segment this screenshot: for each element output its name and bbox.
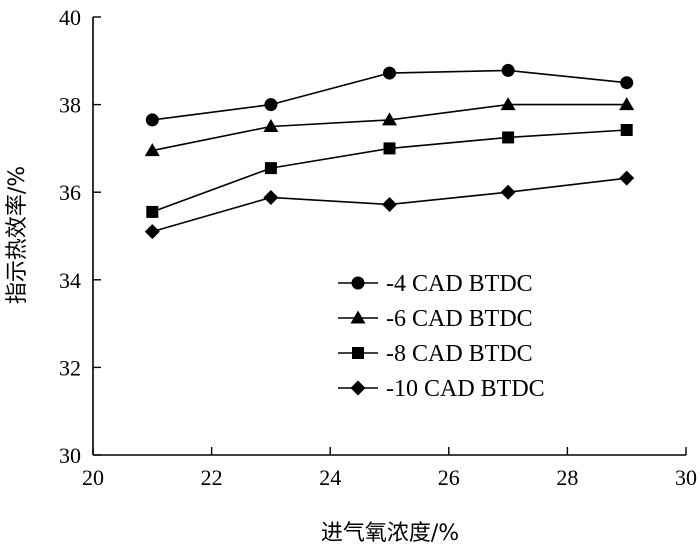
data-point-diamond (619, 170, 635, 186)
series-3 (146, 124, 633, 218)
x-tick-label: 28 (556, 465, 578, 490)
legend-label: -4 CAD BTDC (386, 271, 533, 297)
data-point-square (502, 131, 515, 144)
series-group (144, 63, 635, 240)
data-point-triangle (382, 112, 397, 126)
x-tick-label: 26 (438, 465, 460, 490)
series-4 (144, 170, 635, 240)
series-1 (145, 63, 634, 127)
y-tick-label: 32 (59, 355, 81, 380)
data-point-circle (501, 63, 515, 77)
y-tick-label: 36 (59, 180, 81, 205)
y-axis-ticks: 30 32 34 36 38 40 (59, 5, 101, 468)
axes (92, 17, 686, 456)
y-tick-label: 40 (59, 5, 81, 30)
data-point-triangle (144, 143, 160, 157)
x-axis-ticks: 20 22 24 26 28 30 (82, 447, 697, 490)
legend-marker-triangle (350, 310, 366, 324)
data-point-diamond (144, 224, 160, 240)
data-point-triangle (263, 119, 279, 132)
x-tick-label: 22 (201, 465, 223, 490)
legend-entry-2: -6 CAD BTDC (338, 306, 533, 332)
data-point-circle (383, 66, 396, 80)
data-point-square (620, 124, 633, 137)
legend-entry-1: -4 CAD BTDC (338, 271, 533, 297)
legend: -4 CAD BTDC -6 CAD BTDC -8 CAD BTDC -10 CAD… (338, 271, 545, 402)
legend-label: -8 CAD BTDC (386, 341, 533, 367)
data-point-diamond (382, 196, 397, 212)
x-axis-title: 进气氧浓度/% (321, 521, 459, 546)
data-point-square (146, 205, 159, 218)
legend-entry-4: -10 CAD BTDC (338, 376, 545, 402)
data-point-diamond (263, 189, 279, 205)
data-point-circle (264, 98, 278, 112)
legend-entry-3: -8 CAD BTDC (338, 341, 533, 367)
y-axis-title: 指示热效率/% (5, 166, 30, 304)
y-tick-label: 38 (59, 93, 81, 118)
legend-label: -10 CAD BTDC (386, 376, 545, 402)
y-tick-label: 30 (59, 443, 81, 468)
x-tick-label: 30 (675, 465, 697, 490)
legend-marker-square (352, 347, 364, 359)
legend-label: -6 CAD BTDC (386, 306, 533, 332)
data-point-circle (145, 113, 159, 127)
data-point-triangle (619, 97, 635, 111)
x-tick-label: 20 (82, 465, 104, 490)
legend-marker-circle (351, 276, 365, 290)
legend-marker-diamond (350, 380, 366, 396)
y-tick-label: 34 (59, 268, 81, 293)
series-2 (144, 97, 635, 157)
data-point-triangle (500, 97, 516, 111)
data-point-square (383, 142, 396, 155)
x-tick-label: 24 (319, 465, 341, 490)
data-point-square (264, 162, 277, 175)
data-point-circle (620, 76, 634, 90)
data-point-diamond (500, 184, 516, 200)
